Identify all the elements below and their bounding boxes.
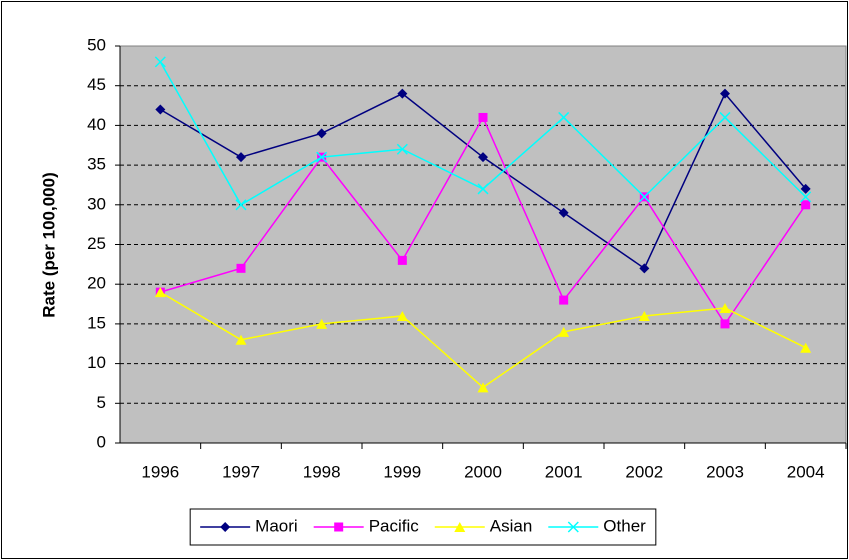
x-tick-label: 2001 (545, 462, 583, 481)
y-tick-label: 15 (87, 313, 106, 332)
marker (720, 319, 730, 329)
marker (316, 128, 327, 139)
x-tick-label: 2004 (787, 462, 825, 481)
marker (154, 56, 166, 68)
x-tick-label: 2000 (464, 462, 502, 481)
marker (477, 382, 489, 393)
y-tick-label: 35 (87, 155, 106, 174)
y-tick-label: 20 (87, 274, 106, 293)
marker (800, 342, 812, 353)
legend-label: Maori (255, 516, 298, 535)
marker (639, 263, 650, 274)
marker (397, 88, 408, 99)
marker (397, 255, 407, 265)
marker (567, 521, 579, 533)
x-tick-label: 1998 (303, 462, 341, 481)
y-tick-label: 5 (97, 393, 106, 412)
marker (477, 183, 489, 195)
marker (235, 199, 247, 211)
marker (154, 287, 166, 298)
legend-label: Other (603, 516, 646, 535)
marker (558, 207, 569, 218)
marker (478, 112, 488, 122)
marker (800, 183, 811, 194)
marker (316, 151, 328, 163)
y-axis-label: Rate (per 100,000) (39, 172, 58, 318)
marker (800, 191, 812, 203)
y-tick-label: 45 (87, 75, 106, 94)
y-tick-label: 30 (87, 194, 106, 213)
x-tick-label: 1997 (222, 462, 260, 481)
marker (155, 104, 166, 115)
marker (316, 318, 328, 329)
marker (396, 310, 408, 321)
marker (801, 200, 811, 210)
marker (719, 303, 731, 314)
y-tick-label: 0 (97, 432, 106, 451)
marker (638, 310, 650, 321)
marker (638, 191, 650, 203)
x-tick-label: 1999 (383, 462, 421, 481)
legend-label: Asian (490, 516, 533, 535)
y-tick-label: 50 (87, 35, 106, 54)
marker (396, 143, 408, 155)
marker (720, 88, 730, 99)
marker (235, 334, 247, 345)
marker (478, 152, 488, 163)
marker (334, 522, 344, 532)
x-tick-label: 2002 (625, 462, 663, 481)
x-tick-label: 1996 (141, 462, 179, 481)
y-tick-label: 25 (87, 234, 106, 253)
marker (558, 111, 570, 123)
legend: Maori Pacific Asian Other (189, 508, 657, 546)
y-tick-label: 40 (87, 115, 106, 134)
marker (558, 326, 570, 337)
y-tick-label: 10 (87, 353, 106, 372)
legend-label: Pacific (369, 516, 420, 535)
marker (454, 522, 466, 532)
marker (236, 263, 246, 273)
marker (236, 152, 246, 163)
marker (559, 295, 569, 305)
marker (220, 522, 231, 532)
marker (719, 111, 731, 123)
x-tick-label: 2003 (706, 462, 744, 481)
